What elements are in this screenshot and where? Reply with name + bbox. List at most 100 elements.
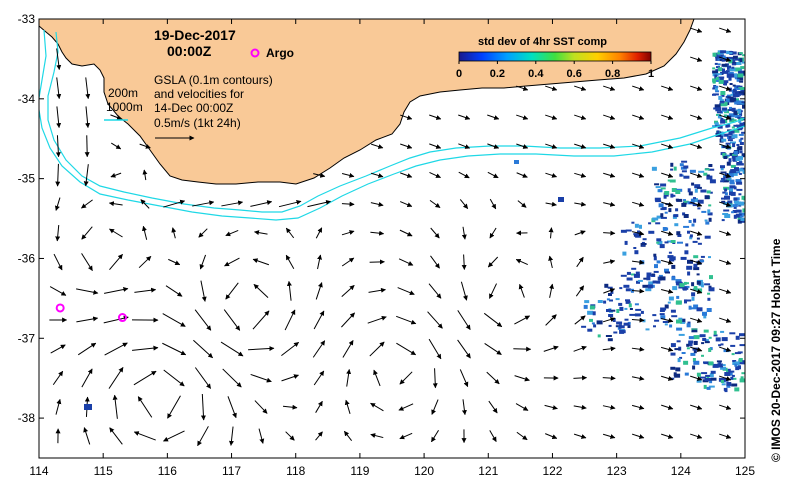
sst-variability-cell — [658, 189, 663, 193]
sst-variability-cell — [652, 217, 659, 221]
sst-variability-cell — [730, 191, 736, 196]
sst-variability-cell — [708, 361, 714, 366]
velocity-arrow — [719, 114, 732, 120]
x-tick-label: 117 — [222, 464, 241, 478]
sst-variability-cell — [683, 281, 687, 285]
sst-variability-cell — [732, 362, 736, 365]
sst-variability-cell — [740, 218, 745, 221]
colorbar-tick-label: 0.2 — [490, 68, 505, 80]
sst-variability-cell — [687, 230, 690, 234]
sst-variability-cell — [658, 274, 663, 277]
plot-frame — [38, 18, 746, 459]
sst-variability-cell — [655, 200, 662, 203]
sst-variability-cell — [700, 189, 707, 193]
sst-variability-cell — [733, 214, 737, 219]
velocity-arrow — [458, 114, 471, 120]
velocity-arrow — [602, 375, 616, 381]
sst-variability-cell — [665, 271, 670, 274]
velocity-arrow — [574, 172, 587, 178]
sst-variability-cell — [668, 208, 672, 213]
sst-variability-cell — [660, 307, 667, 311]
sst-variability-cell — [691, 282, 695, 287]
sst-variability-cell — [685, 243, 689, 247]
sst-variability-cell — [736, 171, 741, 174]
sst-variability-cell — [731, 211, 735, 214]
sst-variability-cell — [720, 91, 726, 95]
sst-variability-cell — [678, 286, 685, 289]
sst-variability-cell — [720, 135, 724, 140]
velocity-arrow — [399, 432, 413, 440]
sst-variability-cell — [726, 73, 730, 78]
x-axis: 114 115 116 117 118 119 120 121 122 123 124 125 — [29, 19, 755, 478]
sst-variability-cell — [683, 165, 689, 169]
sst-variability-cell — [692, 358, 696, 362]
sst-variability-cell — [681, 160, 688, 163]
sst-variability-cell — [691, 328, 698, 331]
sst-variability-cell — [712, 67, 716, 70]
velocity-arrow — [516, 431, 528, 441]
velocity-arrow — [719, 375, 732, 381]
sst-variability-cell — [675, 208, 679, 212]
velocity-arrow — [719, 27, 732, 33]
sst-variability-cell — [675, 367, 681, 372]
sst-variability-cell — [708, 348, 712, 352]
sst-variability-cell — [657, 240, 663, 245]
velocity-arrow — [200, 393, 206, 421]
sst-variability-cell — [742, 169, 745, 173]
sst-variability-cell — [713, 107, 717, 110]
sst-variability-cell — [679, 356, 683, 359]
sst-variability-cell — [733, 157, 737, 162]
sst-variability-cell — [684, 372, 689, 376]
velocity-arrow — [227, 396, 237, 419]
velocity-arrow — [165, 285, 183, 297]
velocity-arrow — [139, 143, 151, 149]
sst-variability-cell — [692, 204, 698, 207]
sst-variability-cell — [718, 54, 724, 59]
velocity-arrow — [225, 282, 239, 300]
sst-variability-cell — [733, 150, 738, 155]
sst-variability-cell — [734, 363, 738, 367]
depth-200-label: 200m — [108, 86, 138, 100]
sst-variability-cell — [720, 117, 724, 120]
sst-spot — [558, 197, 564, 202]
sst-variability-cell — [634, 223, 639, 228]
credit-text: © IMOS 20-Dec-2017 09:27 Hobart Time — [769, 238, 783, 462]
sst-variability-cell — [735, 88, 740, 91]
velocity-arrow — [690, 288, 703, 294]
sst-variability-cell — [730, 99, 737, 103]
sst-variability-cell — [703, 384, 707, 389]
velocity-arrow — [575, 285, 585, 297]
colorbar-tick-label: 0 — [456, 68, 462, 80]
velocity-arrow — [315, 227, 323, 239]
sst-variability-cell — [608, 293, 612, 296]
sst-variability-cell — [716, 73, 722, 76]
sst-variability-cell — [720, 343, 724, 346]
velocity-arrow — [489, 430, 497, 443]
sst-variability-cell — [679, 283, 685, 288]
velocity-arrow — [573, 375, 588, 381]
sst-variability-cell — [637, 230, 640, 234]
sst-variability-cell — [651, 273, 655, 276]
sst-variability-cell — [691, 292, 696, 297]
sst-variability-cell — [729, 56, 733, 59]
velocity-arrow — [603, 114, 616, 120]
velocity-arrow — [370, 402, 384, 412]
sst-variability-cell — [712, 52, 717, 57]
sst-variability-cell — [733, 129, 740, 133]
sst-variability-cell — [592, 311, 596, 316]
sst-variability-cell — [741, 195, 745, 200]
velocity-arrow — [487, 143, 500, 149]
velocity-arrow — [461, 254, 467, 271]
sst-variability-cell — [735, 335, 740, 340]
velocity-arrow — [632, 230, 645, 236]
sst-variability-cell — [698, 170, 705, 173]
sst-variability-cell — [683, 199, 686, 202]
sst-variability-cell — [719, 100, 725, 103]
sst-variability-cell — [708, 164, 713, 167]
sst-variability-cell — [656, 238, 662, 242]
sst-variability-cell — [652, 280, 657, 284]
sst-variability-cell — [631, 221, 635, 224]
sst-variability-cell — [679, 163, 684, 167]
velocity-arrow — [53, 253, 63, 271]
